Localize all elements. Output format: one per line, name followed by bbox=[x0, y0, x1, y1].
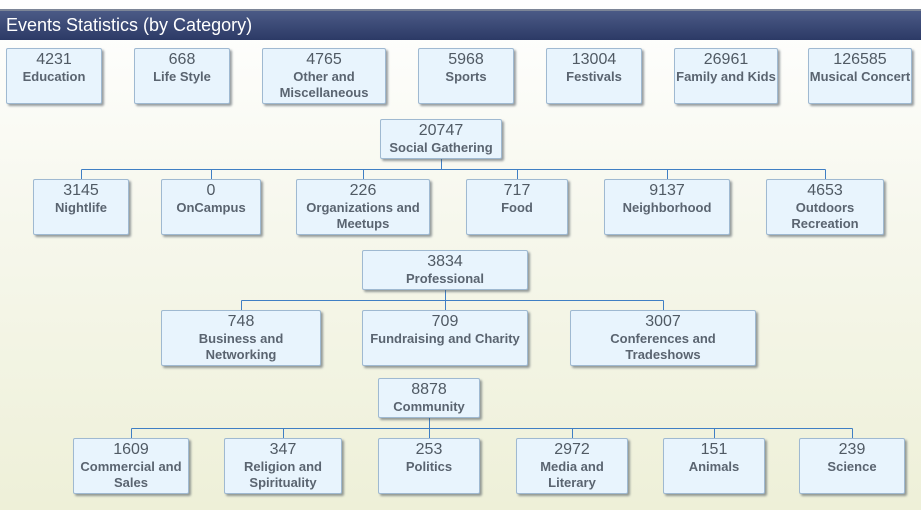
subcategory-neighborhood[interactable]: 9137 Neighborhood bbox=[604, 179, 730, 235]
category-count: 4231 bbox=[36, 51, 72, 68]
category-label: Science bbox=[827, 459, 877, 474]
category-label: Neighborhood bbox=[622, 200, 712, 215]
subcategory-oncampus[interactable]: 0 OnCampus bbox=[161, 179, 261, 235]
category-label: Outdoors Recreation bbox=[791, 200, 859, 231]
category-label: Business and Networking bbox=[198, 331, 284, 362]
category-count: 709 bbox=[431, 313, 459, 330]
top-category-family-and-kids[interactable]: 26961 Family and Kids bbox=[674, 48, 778, 104]
category-count: 3834 bbox=[427, 253, 463, 270]
subcategory-science[interactable]: 239 Science bbox=[799, 438, 905, 494]
category-label: Life Style bbox=[153, 69, 211, 84]
category-label: Food bbox=[501, 200, 533, 215]
category-label: OnCampus bbox=[176, 200, 246, 215]
category-count: 5968 bbox=[448, 51, 484, 68]
subcategory-business-and-networking[interactable]: 748 Business and Networking bbox=[161, 310, 321, 366]
subcategory-animals[interactable]: 151 Animals bbox=[663, 438, 765, 494]
subcategory-religion-and-spirituality[interactable]: 347 Religion and Spirituality bbox=[224, 438, 342, 494]
category-count: 1609 bbox=[113, 441, 149, 458]
category-count: 2972 bbox=[554, 441, 590, 458]
category-count: 4765 bbox=[306, 51, 342, 68]
category-count: 239 bbox=[838, 441, 866, 458]
category-count: 26961 bbox=[703, 51, 749, 68]
category-label: Animals bbox=[688, 459, 740, 474]
top-border bbox=[0, 9, 921, 11]
subcategory-organizations-and-meetups[interactable]: 226 Organizations and Meetups bbox=[296, 179, 430, 235]
category-label: Religion and Spirituality bbox=[244, 459, 322, 490]
subcategory-fundraising-and-charity[interactable]: 709 Fundraising and Charity bbox=[362, 310, 528, 366]
category-label: Fundraising and Charity bbox=[370, 331, 520, 346]
category-count: 13004 bbox=[571, 51, 617, 68]
category-count: 748 bbox=[227, 313, 255, 330]
top-category-education[interactable]: 4231 Education bbox=[6, 48, 102, 104]
category-count: 20747 bbox=[418, 122, 464, 139]
category-label: Organizations and Meetups bbox=[306, 200, 420, 231]
category-label: Nightlife bbox=[55, 200, 107, 215]
category-count: 0 bbox=[206, 182, 216, 199]
category-label: Education bbox=[22, 69, 86, 84]
category-label: Festivals bbox=[566, 69, 622, 84]
category-count: 4653 bbox=[807, 182, 843, 199]
subcategory-media-and-literary[interactable]: 2972 Media and Literary bbox=[516, 438, 628, 494]
subcategory-conferences-and-tradeshows[interactable]: 3007 Conferences and Tradeshows bbox=[570, 310, 756, 366]
subcategory-nightlife[interactable]: 3145 Nightlife bbox=[33, 179, 129, 235]
category-count: 126585 bbox=[833, 51, 887, 68]
category-count: 151 bbox=[700, 441, 728, 458]
category-label: Other and Miscellaneous bbox=[279, 69, 369, 100]
subcategory-commercial-and-sales[interactable]: 1609 Commercial and Sales bbox=[73, 438, 189, 494]
subcategory-outdoors-recreation[interactable]: 4653 Outdoors Recreation bbox=[766, 179, 884, 235]
category-label: Sports bbox=[445, 69, 487, 84]
category-label: Politics bbox=[405, 459, 453, 474]
subcategory-food[interactable]: 717 Food bbox=[466, 179, 568, 235]
top-category-other-and-miscellaneous[interactable]: 4765 Other and Miscellaneous bbox=[262, 48, 386, 104]
category-count: 3007 bbox=[645, 313, 681, 330]
category-count: 668 bbox=[168, 51, 196, 68]
category-label: Media and Literary bbox=[540, 459, 604, 490]
top-category-life-style[interactable]: 668 Life Style bbox=[134, 48, 230, 104]
panel-title: Events Statistics (by Category) bbox=[0, 11, 921, 40]
group-parent-social-gathering[interactable]: 20747 Social Gathering bbox=[380, 119, 502, 159]
category-label: Family and Kids bbox=[676, 69, 776, 84]
top-category-musical-concert[interactable]: 126585 Musical Concert bbox=[808, 48, 912, 104]
category-label: Commercial and Sales bbox=[80, 459, 182, 490]
category-count: 717 bbox=[503, 182, 531, 199]
category-label: Conferences and Tradeshows bbox=[610, 331, 716, 362]
subcategory-politics[interactable]: 253 Politics bbox=[378, 438, 480, 494]
category-count: 8878 bbox=[411, 381, 447, 398]
category-count: 3145 bbox=[63, 182, 99, 199]
top-category-festivals[interactable]: 13004 Festivals bbox=[546, 48, 642, 104]
group-parent-community[interactable]: 8878 Community bbox=[378, 378, 480, 418]
category-count: 9137 bbox=[649, 182, 685, 199]
category-label: Professional bbox=[405, 271, 485, 286]
category-label: Social Gathering bbox=[389, 140, 493, 155]
category-label: Musical Concert bbox=[809, 69, 911, 84]
category-count: 226 bbox=[349, 182, 377, 199]
category-label: Community bbox=[393, 399, 465, 414]
top-category-sports[interactable]: 5968 Sports bbox=[418, 48, 514, 104]
category-count: 253 bbox=[415, 441, 443, 458]
category-count: 347 bbox=[269, 441, 297, 458]
group-parent-professional[interactable]: 3834 Professional bbox=[362, 250, 528, 290]
